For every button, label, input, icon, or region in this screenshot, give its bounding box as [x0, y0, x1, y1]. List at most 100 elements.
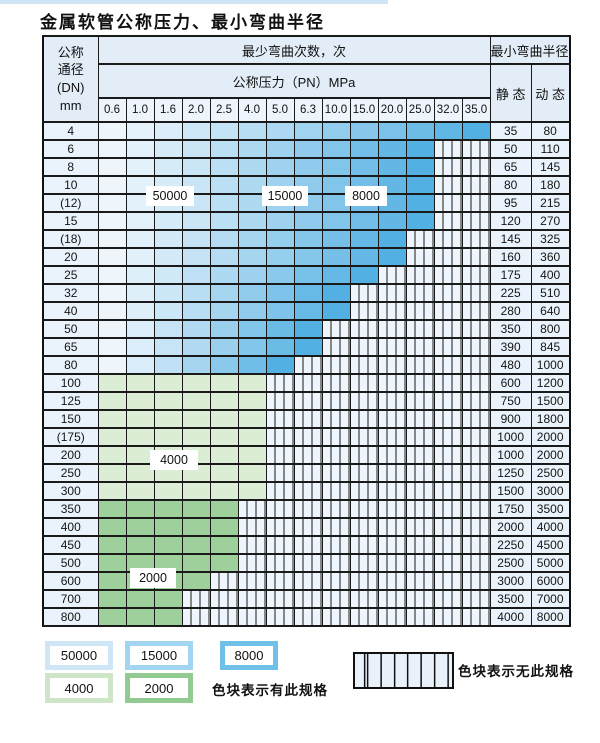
no-spec-cell: [237, 535, 267, 555]
spec-cell: [461, 121, 491, 141]
spec-cell: [153, 517, 183, 537]
spec-cell: [97, 481, 127, 501]
spec-cell: [349, 265, 379, 285]
dynamic-cell: 1800: [530, 409, 571, 429]
no-spec-cell: [405, 517, 435, 537]
no-spec-cell: [321, 463, 351, 483]
no-spec-cell: [377, 265, 407, 285]
spec-cell: [209, 211, 239, 231]
spec-cell: [153, 157, 183, 177]
table-row-dn-40: 40 280 640: [42, 301, 571, 321]
no-spec-cell: [321, 373, 351, 393]
no-spec-cell: [433, 571, 463, 591]
no-spec-cell: [433, 175, 463, 195]
dn-cell: 4: [42, 121, 99, 141]
spec-cell: [209, 391, 239, 411]
spec-cell: [405, 175, 435, 195]
no-spec-cell: [433, 607, 463, 627]
table-row-dn-700: 700 3500 7000: [42, 589, 571, 609]
spec-cell: [209, 265, 239, 285]
no-spec-cell: [377, 283, 407, 303]
legend-no-spec-swatch: [353, 652, 454, 689]
dynamic-cell: 4500: [530, 535, 571, 555]
spec-cell: [377, 121, 407, 141]
no-spec-cell: [349, 589, 379, 609]
no-spec-cell: [433, 193, 463, 213]
no-spec-cell: [405, 247, 435, 267]
no-spec-cell: [293, 481, 323, 501]
spec-cell: [125, 607, 155, 627]
spec-cell: [125, 517, 155, 537]
spec-cell: [209, 229, 239, 249]
spec-cell: [153, 301, 183, 321]
spec-cell: [181, 247, 211, 267]
spec-cell: [237, 175, 267, 195]
spec-cell: [97, 517, 127, 537]
static-cell: 750: [489, 391, 532, 411]
dynamic-cell: 2000: [530, 445, 571, 465]
dynamic-cell: 3500: [530, 499, 571, 519]
no-spec-cell: [293, 445, 323, 465]
spec-cell: [181, 211, 211, 231]
no-spec-cell: [293, 355, 323, 375]
pressure-col-35.0: 35.0: [461, 97, 491, 123]
dynamic-cell: 360: [530, 247, 571, 267]
table-row-dn-15: 15 120 270: [42, 211, 571, 231]
spec-cell: [97, 535, 127, 555]
no-spec-cell: [405, 589, 435, 609]
spec-cell: [209, 445, 239, 465]
pressure-col-5.0: 5.0: [265, 97, 295, 123]
pressure-col-25.0: 25.0: [405, 97, 435, 123]
table-row-dn-300: 300 1500 3000: [42, 481, 571, 501]
no-spec-cell: [349, 301, 379, 321]
spec-cell: [97, 265, 127, 285]
spec-cell: [209, 139, 239, 159]
legend-swatch-15000-label: 15000: [130, 646, 188, 665]
spec-cell: [153, 427, 183, 447]
spec-cell: [349, 157, 379, 177]
no-spec-cell: [433, 301, 463, 321]
spec-cell: [209, 319, 239, 339]
table-row-dn-125: 125 750 1500: [42, 391, 571, 411]
no-spec-cell: [377, 481, 407, 501]
dn-cell: 125: [42, 391, 99, 411]
static-cell: 1250: [489, 463, 532, 483]
no-spec-cell: [377, 589, 407, 609]
spec-cell: [377, 139, 407, 159]
spec-cell: [125, 355, 155, 375]
spec-cell: [293, 157, 323, 177]
no-spec-cell: [293, 427, 323, 447]
spec-cell: [125, 373, 155, 393]
no-spec-cell: [265, 391, 295, 411]
spec-cell: [97, 175, 127, 195]
no-spec-cell: [405, 427, 435, 447]
no-spec-cell: [433, 139, 463, 159]
spec-cell: [97, 121, 127, 141]
no-spec-cell: [433, 211, 463, 231]
no-spec-cell: [461, 535, 491, 555]
static-cell: 50: [489, 139, 532, 159]
spec-cell: [181, 121, 211, 141]
no-spec-cell: [461, 355, 491, 375]
spec-cell: [265, 319, 295, 339]
top-strip: [0, 0, 388, 4]
spec-cell: [265, 139, 295, 159]
dynamic-cell: 3000: [530, 481, 571, 501]
spec-cell: [209, 301, 239, 321]
no-spec-cell: [349, 373, 379, 393]
spec-cell: [321, 229, 351, 249]
spec-cell: [265, 355, 295, 375]
spec-cell: [265, 211, 295, 231]
no-spec-cell: [349, 355, 379, 375]
legend-swatch-50000-label: 50000: [50, 646, 108, 665]
spec-cell: [97, 463, 127, 483]
cycles-label-2000: 2000: [130, 568, 176, 588]
no-spec-cell: [293, 517, 323, 537]
spec-cell: [97, 319, 127, 339]
spec-cell: [125, 301, 155, 321]
no-spec-cell: [321, 571, 351, 591]
spec-cell: [349, 211, 379, 231]
spec-cell: [321, 121, 351, 141]
legend-swatch-15000: 15000: [125, 641, 193, 670]
no-spec-cell: [237, 517, 267, 537]
